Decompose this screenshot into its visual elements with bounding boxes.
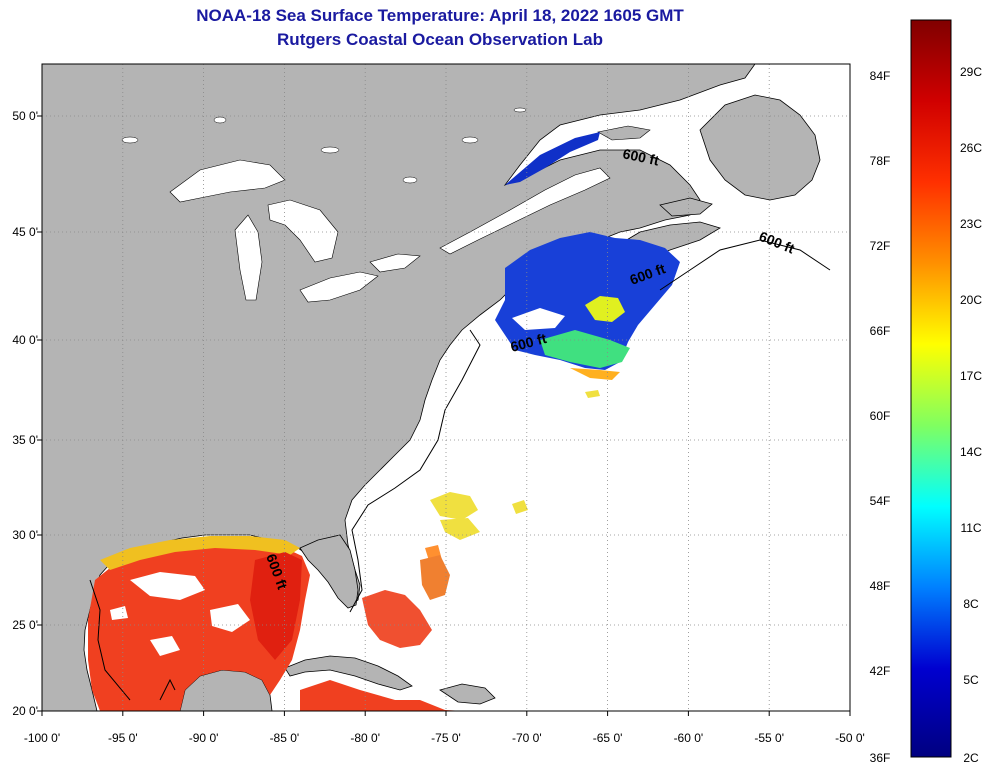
colorbar-fahrenheit-labels: 84F 78F 72F 66F 60F 54F 48F 42F 36F (870, 69, 891, 765)
longitude-tick-label: -50 0' (835, 731, 865, 745)
sst-gulf-stlawrence (505, 132, 600, 185)
sst-cloud-gap (512, 308, 565, 330)
latitude-tick-label: 20 0' (12, 704, 38, 718)
colorbar-f-label: 66F (870, 324, 891, 338)
small-lakes (121, 107, 527, 184)
longitude-tick-label: -75 0' (431, 731, 461, 745)
sst-gulf-of-maine (495, 232, 680, 370)
latitude-tick-label: 25 0' (12, 618, 38, 632)
sst-bahamas (362, 590, 432, 648)
longitude-ticks: -100 0' -95 0' -90 0' -85 0' -80 0' -75 0' -70… (24, 711, 865, 745)
sst-offshore-yellow (430, 390, 600, 540)
colorbar-c-label: 20C (960, 293, 982, 307)
colorbar-f-label: 42F (870, 664, 891, 678)
colorbar-c-label: 23C (960, 217, 982, 231)
sst-bahamas-east (420, 555, 450, 600)
colorbar (910, 19, 952, 758)
longitude-tick-label: -100 0' (24, 731, 60, 745)
longitude-tick-label: -85 0' (270, 731, 300, 745)
sst-warm-patch (585, 296, 625, 322)
colorbar-c-label: 14C (960, 445, 982, 459)
longitude-tick-label: -55 0' (754, 731, 784, 745)
map-title: NOAA-18 Sea Surface Temperature: April 1… (196, 6, 684, 25)
isobath-600ft (89, 239, 831, 701)
longitude-tick-label: -65 0' (593, 731, 623, 745)
cuba-land (284, 655, 413, 691)
sst-gulf-clouds (110, 572, 250, 656)
colorbar-celsius-labels: 29C 26C 23C 20C 17C 14C 11C 8C 5C 2C (960, 65, 982, 765)
colorbar-f-label: 60F (870, 409, 891, 423)
longitude-tick-label: -70 0' (512, 731, 542, 745)
anticosti-island (597, 125, 651, 141)
longitude-tick-label: -60 0' (674, 731, 704, 745)
longitude-tick-label: -80 0' (350, 731, 380, 745)
latitude-tick-label: 40 0' (12, 333, 38, 347)
colorbar-c-label: 26C (960, 141, 982, 155)
colorbar-f-label: 48F (870, 579, 891, 593)
great-lakes (169, 159, 421, 303)
sst-slope-water (540, 330, 630, 368)
colorbar-f-label: 84F (870, 69, 891, 83)
cape-breton-land (659, 197, 713, 217)
latitude-tick-label: 50 0' (12, 109, 38, 123)
latitude-ticks: 50 0' 45 0' 40 0' 35 0' 30 0' 25 0' 20 0' (12, 109, 42, 718)
colorbar-c-label: 8C (963, 597, 979, 611)
colorbar-f-label: 36F (870, 751, 891, 765)
sst-shelf-edge (570, 368, 620, 380)
sst-caribbean (300, 680, 465, 711)
map-subtitle: Rutgers Coastal Ocean Observation Lab (277, 30, 603, 49)
latitude-tick-label: 45 0' (12, 225, 38, 239)
florida-land (299, 534, 359, 609)
colorbar-f-label: 54F (870, 494, 891, 508)
graticule (42, 64, 850, 711)
sst-gulf-coastal-yellow (100, 536, 300, 570)
colorbar-c-label: 17C (960, 369, 982, 383)
latitude-tick-label: 35 0' (12, 433, 38, 447)
longitude-tick-label: -90 0' (189, 731, 219, 745)
sst-loop-current (250, 552, 302, 660)
colorbar-f-label: 72F (870, 239, 891, 253)
newfoundland-land (699, 94, 821, 201)
latitude-tick-label: 30 0' (12, 528, 38, 542)
colorbar-f-label: 78F (870, 154, 891, 168)
longitude-tick-label: -95 0' (108, 731, 138, 745)
colorbar-c-label: 29C (960, 65, 982, 79)
colorbar-c-label: 11C (960, 521, 981, 535)
st-lawrence (439, 167, 611, 255)
colorbar-c-label: 5C (963, 673, 979, 687)
colorbar-c-label: 2C (963, 751, 979, 765)
hispaniola-land (439, 683, 496, 705)
contour-label: 600 ft (621, 145, 660, 168)
